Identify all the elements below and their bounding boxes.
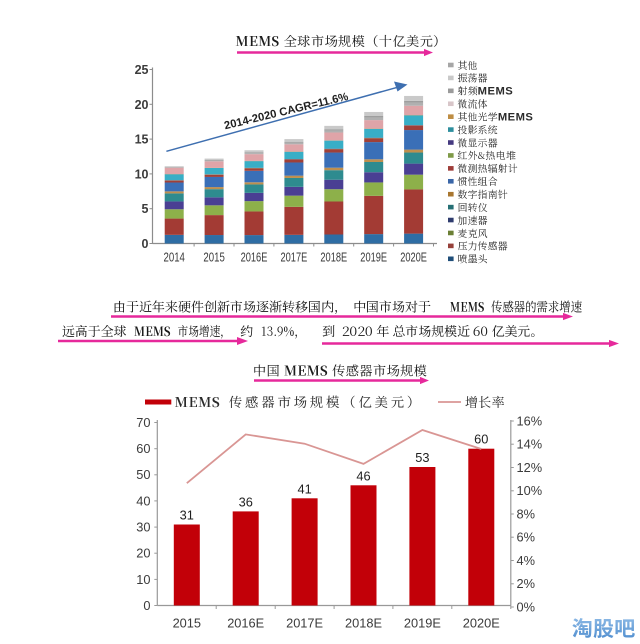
svg-text:投影系统: 投影系统 bbox=[458, 122, 498, 136]
svg-text:回转仪: 回转仪 bbox=[458, 200, 488, 214]
svg-text:2%: 2% bbox=[517, 576, 536, 591]
svg-text:60: 60 bbox=[474, 432, 488, 447]
svg-text:41: 41 bbox=[297, 481, 311, 496]
svg-text:0: 0 bbox=[143, 598, 150, 613]
svg-text:50: 50 bbox=[136, 467, 150, 482]
svg-text:53: 53 bbox=[415, 450, 429, 465]
svg-text:60: 60 bbox=[136, 441, 150, 456]
svg-text:MEMS 全球市场规模（十亿美元）: MEMS 全球市场规模（十亿美元） bbox=[235, 31, 447, 50]
svg-text:10%: 10% bbox=[517, 483, 543, 498]
svg-text:2014: 2014 bbox=[164, 250, 185, 265]
svg-text:2020E: 2020E bbox=[400, 250, 427, 265]
svg-text:微流体: 微流体 bbox=[458, 97, 488, 111]
svg-text:2015: 2015 bbox=[173, 616, 201, 631]
svg-text:31: 31 bbox=[180, 508, 194, 523]
svg-text:20: 20 bbox=[135, 98, 149, 112]
svg-text:射频MEMS: 射频MEMS bbox=[458, 84, 514, 98]
svg-text:MEMS 传感器市场规模（亿美元）: MEMS 传感器市场规模（亿美元） bbox=[175, 392, 424, 411]
svg-text:2020E: 2020E bbox=[463, 616, 500, 631]
svg-text:20: 20 bbox=[136, 546, 150, 561]
svg-text:12%: 12% bbox=[517, 460, 543, 475]
svg-text:10: 10 bbox=[136, 572, 150, 587]
svg-text:微测热辐射计: 微测热辐射计 bbox=[458, 161, 518, 175]
svg-text:30: 30 bbox=[136, 520, 150, 535]
svg-text:5: 5 bbox=[142, 202, 149, 216]
svg-text:8%: 8% bbox=[517, 506, 536, 521]
svg-text:2015: 2015 bbox=[203, 250, 224, 265]
svg-text:麦克风: 麦克风 bbox=[458, 226, 488, 240]
svg-text:2016E: 2016E bbox=[241, 250, 268, 265]
svg-text:2016E: 2016E bbox=[227, 616, 264, 631]
svg-text:2017E: 2017E bbox=[286, 616, 323, 631]
svg-text:0: 0 bbox=[142, 237, 149, 251]
svg-text:36: 36 bbox=[239, 494, 253, 509]
svg-text:其他: 其他 bbox=[458, 58, 478, 72]
svg-text:数字指南针: 数字指南针 bbox=[458, 187, 508, 201]
svg-text:70: 70 bbox=[136, 415, 150, 430]
svg-text:压力传感器: 压力传感器 bbox=[458, 239, 508, 253]
svg-text:4%: 4% bbox=[517, 553, 536, 568]
svg-text:2019E: 2019E bbox=[404, 616, 441, 631]
svg-text:2019E: 2019E bbox=[360, 250, 387, 265]
svg-text:2017E: 2017E bbox=[281, 250, 308, 265]
svg-text:喷墨头: 喷墨头 bbox=[458, 252, 488, 266]
svg-text:微显示器: 微显示器 bbox=[458, 135, 498, 149]
svg-text:40: 40 bbox=[136, 493, 150, 508]
svg-text:其他光学MEMS: 其他光学MEMS bbox=[458, 109, 534, 123]
svg-text:46: 46 bbox=[356, 468, 370, 483]
svg-text:10: 10 bbox=[135, 167, 149, 181]
svg-text:15: 15 bbox=[135, 133, 149, 147]
svg-text:2018E: 2018E bbox=[345, 616, 382, 631]
svg-text:加速器: 加速器 bbox=[458, 213, 488, 227]
svg-text:红外&热电堆: 红外&热电堆 bbox=[458, 148, 517, 162]
svg-text:14%: 14% bbox=[517, 437, 543, 452]
svg-text:中国 MEMS 传感器市场规模: 中国 MEMS 传感器市场规模 bbox=[253, 361, 428, 380]
svg-text:增长率: 增长率 bbox=[465, 392, 505, 411]
svg-text:惯性组合: 惯性组合 bbox=[457, 174, 498, 188]
svg-text:6%: 6% bbox=[517, 530, 536, 545]
svg-text:2018E: 2018E bbox=[320, 250, 347, 265]
svg-text:25: 25 bbox=[135, 63, 149, 77]
svg-text:振荡器: 振荡器 bbox=[458, 71, 488, 85]
svg-text:0%: 0% bbox=[517, 599, 536, 614]
svg-text:淘股吧: 淘股吧 bbox=[572, 613, 635, 643]
svg-text:16%: 16% bbox=[517, 413, 543, 428]
